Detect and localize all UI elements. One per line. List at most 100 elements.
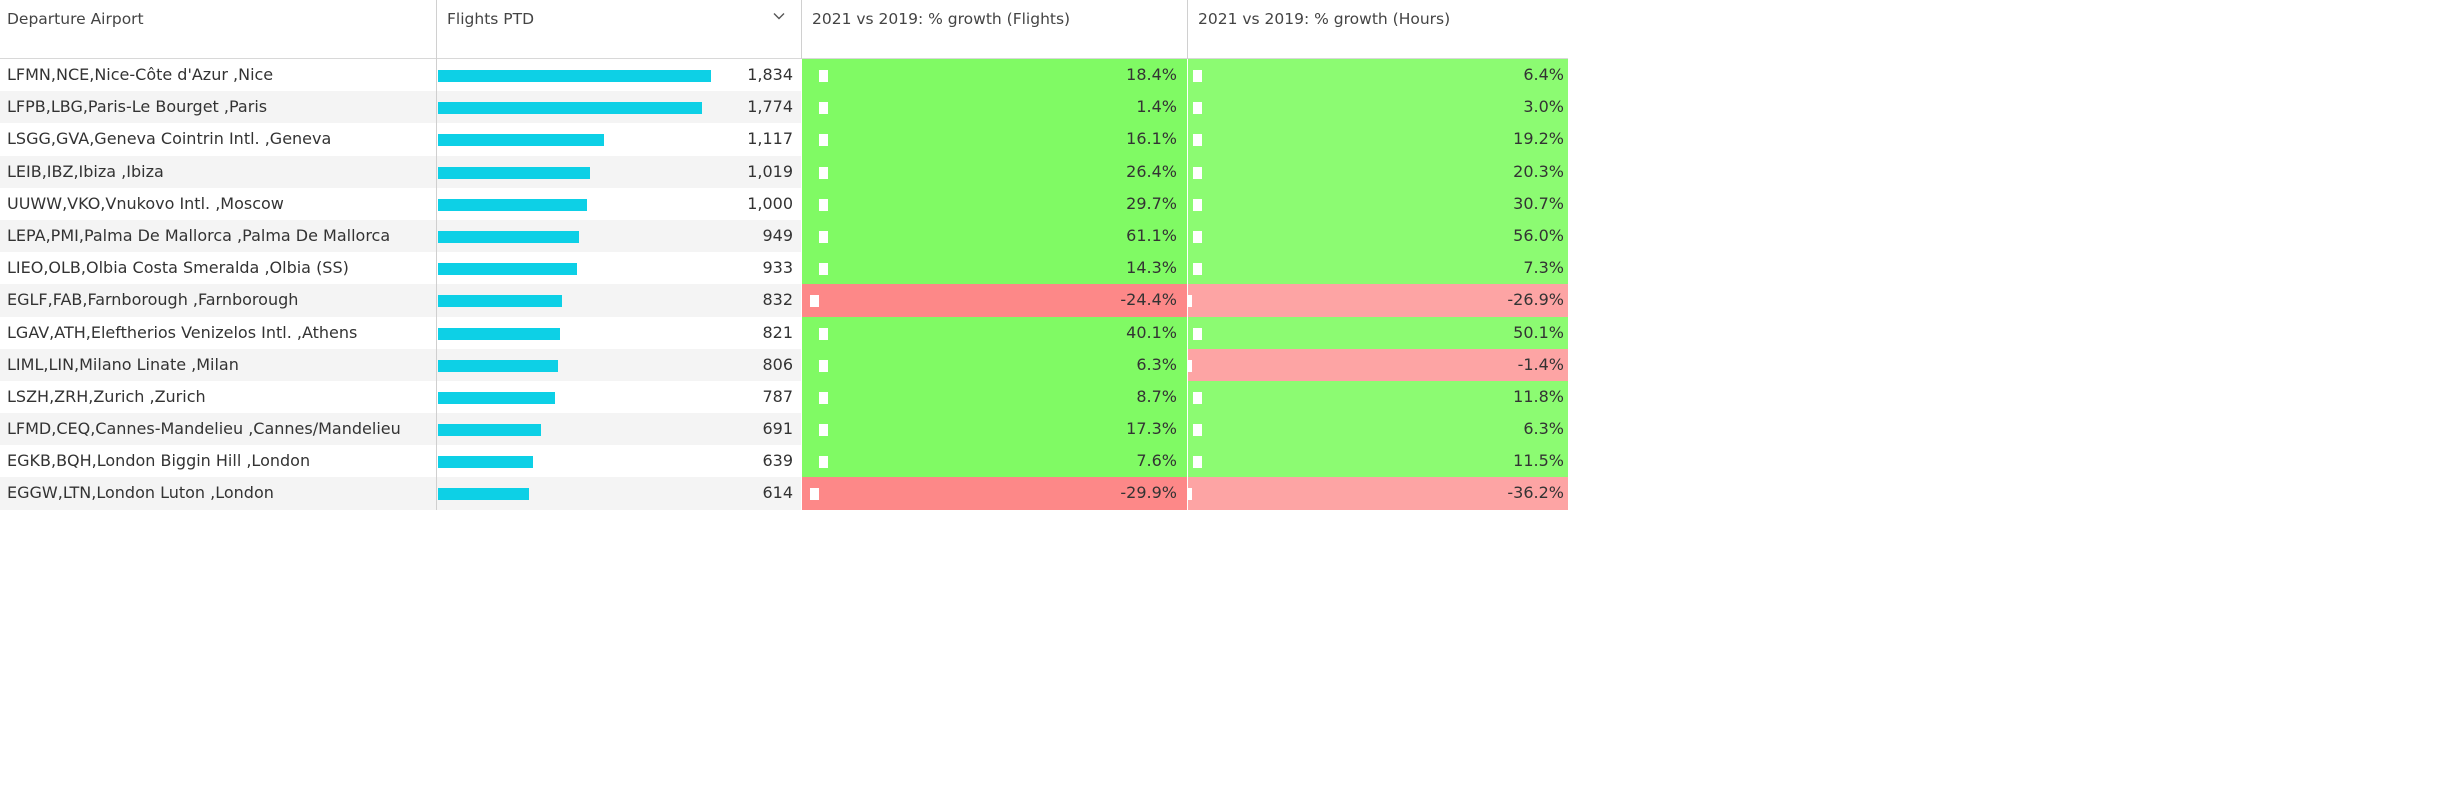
column-header-label: 2021 vs 2019: % growth (Flights) bbox=[812, 10, 1071, 28]
flights-bar bbox=[438, 198, 587, 211]
growth-flights-cell: 40.1% bbox=[801, 316, 1187, 349]
growth-flights-value: 6.3% bbox=[1136, 354, 1177, 374]
growth-hours-bar bbox=[1193, 424, 1202, 437]
departure-airport-cell: EGKB,BQH,London Biggin Hill ,London bbox=[7, 451, 311, 471]
departure-airport-cell: LEPA,PMI,Palma De Mallorca ,Palma De Mal… bbox=[0, 219, 436, 253]
table-row[interactable]: EGLF,FAB,Farnborough ,Farnborough 832 -24.… bbox=[0, 284, 1568, 317]
flights-value: 1,019 bbox=[747, 161, 793, 181]
column-header-growth-flights[interactable]: 2021 vs 2019: % growth (Flights) bbox=[801, 0, 1187, 59]
growth-hours-cell: 11.8% bbox=[1187, 380, 1568, 414]
growth-hours-value: 20.3% bbox=[1513, 161, 1564, 181]
growth-flights-value: 17.3% bbox=[1126, 419, 1177, 439]
growth-hours-cell: 56.0% bbox=[1187, 219, 1568, 253]
departure-airport-cell: LFMD,CEQ,Cannes-Mandelieu ,Cannes/Mandel… bbox=[0, 413, 436, 446]
table-row[interactable]: LIML,LIN,Milano Linate ,Milan 806 6.3% -1.4… bbox=[0, 348, 1568, 381]
growth-flights-bar bbox=[819, 134, 828, 147]
flights-bar-track bbox=[438, 359, 728, 372]
growth-hours-value: -26.9% bbox=[1507, 290, 1564, 310]
column-header-label: 2021 vs 2019: % growth (Hours) bbox=[1198, 10, 1451, 28]
growth-hours-bar bbox=[1193, 102, 1202, 115]
table-row[interactable]: LEPA,PMI,Palma De Mallorca ,Palma De Mal… bbox=[0, 219, 1568, 253]
flights-bar-track bbox=[438, 198, 728, 211]
table-row[interactable]: LGAV,ATH,Eleftherios Venizelos Intl. ,At… bbox=[0, 316, 1568, 349]
table-row[interactable]: LIEO,OLB,Olbia Costa Smeralda ,Olbia (SS… bbox=[0, 252, 1568, 285]
flights-ptd-cell: 1,019 bbox=[436, 155, 801, 188]
growth-hours-bar bbox=[1193, 198, 1202, 211]
flights-bar-track bbox=[438, 263, 728, 276]
growth-hours-value: 11.8% bbox=[1513, 386, 1564, 406]
growth-hours-value: 50.1% bbox=[1513, 322, 1564, 342]
growth-hours-bar bbox=[1193, 166, 1202, 179]
table-row[interactable]: EGKB,BQH,London Biggin Hill ,London 639 7.… bbox=[0, 445, 1568, 478]
table-row[interactable]: LFMD,CEQ,Cannes-Mandelieu ,Cannes/Mandel… bbox=[0, 413, 1568, 446]
table-row[interactable]: EGGW,LTN,London Luton ,London 614 -29.9% -3… bbox=[0, 477, 1568, 510]
departure-airport-cell: LIEO,OLB,Olbia Costa Smeralda ,Olbia (SS… bbox=[7, 258, 349, 278]
growth-hours-cell: 50.1% bbox=[1187, 316, 1568, 349]
column-header-departure-airport[interactable]: Departure Airport bbox=[0, 0, 436, 59]
growth-flights-bar bbox=[819, 230, 828, 243]
growth-hours-value: 56.0% bbox=[1513, 225, 1564, 245]
departure-airport-cell: LIML,LIN,Milano Linate ,Milan bbox=[0, 348, 436, 381]
flights-bar bbox=[438, 359, 558, 372]
growth-flights-cell: 8.7% bbox=[801, 380, 1187, 414]
flights-bar-track bbox=[438, 424, 728, 437]
table-row[interactable]: LFMN,NCE,Nice-Côte d'Azur ,Nice 1,834 18.4… bbox=[0, 59, 1568, 92]
growth-hours-value: -1.4% bbox=[1517, 354, 1564, 374]
growth-hours-value: 11.5% bbox=[1513, 451, 1564, 471]
column-header-flights-ptd[interactable]: Flights PTD bbox=[436, 0, 801, 59]
growth-hours-bar bbox=[1188, 488, 1192, 501]
growth-flights-value: 8.7% bbox=[1136, 386, 1177, 406]
growth-flights-value: 29.7% bbox=[1126, 193, 1177, 213]
flights-bar bbox=[438, 488, 530, 501]
flights-value: 933 bbox=[762, 258, 793, 278]
growth-hours-bar bbox=[1193, 327, 1202, 340]
growth-flights-cell: -24.4% bbox=[801, 284, 1187, 317]
growth-flights-cell: 26.4% bbox=[801, 155, 1187, 188]
table-row[interactable]: LEIB,IBZ,Ibiza ,Ibiza 1,019 26.4% 20.3% bbox=[0, 155, 1568, 188]
table-row[interactable]: LSZH,ZRH,Zurich ,Zurich 787 8.7% 11.8% bbox=[0, 380, 1568, 414]
table-row[interactable]: UUWW,VKO,Vnukovo Intl. ,Moscow 1,000 29.7%… bbox=[0, 187, 1568, 220]
growth-flights-bar bbox=[819, 263, 828, 276]
growth-hours-value: 3.0% bbox=[1523, 97, 1564, 117]
flights-bar bbox=[438, 263, 577, 276]
growth-flights-cell: 6.3% bbox=[801, 348, 1187, 381]
departure-airport-cell: EGLF,FAB,Farnborough ,Farnborough bbox=[0, 284, 436, 317]
flights-ptd-cell: 787 bbox=[436, 380, 801, 414]
departure-airport-cell: EGGW,LTN,London Luton ,London bbox=[0, 477, 436, 510]
flights-bar-track bbox=[438, 391, 728, 404]
flights-bar bbox=[438, 70, 711, 82]
table-header: Departure Airport Flights PTD 2021 vs 20… bbox=[0, 0, 1568, 59]
growth-flights-value: 16.1% bbox=[1126, 129, 1177, 149]
growth-flights-bar bbox=[819, 166, 828, 179]
growth-hours-bar bbox=[1193, 230, 1202, 243]
flights-ptd-cell: 691 bbox=[436, 413, 801, 446]
growth-flights-bar bbox=[810, 488, 819, 501]
table-row[interactable]: LFPB,LBG,Paris-Le Bourget ,Paris 1,774 1.4… bbox=[0, 91, 1568, 124]
departure-airport-cell: LFMN,NCE,Nice-Côte d'Azur ,Nice bbox=[7, 65, 274, 84]
growth-hours-cell: -1.4% bbox=[1187, 348, 1568, 381]
flights-value: 949 bbox=[762, 225, 793, 245]
flights-bar-track bbox=[438, 327, 728, 340]
departure-airport-cell: LSZH,ZRH,Zurich ,Zurich bbox=[7, 386, 206, 406]
growth-flights-cell: 17.3% bbox=[801, 413, 1187, 446]
growth-flights-bar bbox=[819, 359, 828, 372]
column-header-growth-hours[interactable]: 2021 vs 2019: % growth (Hours) bbox=[1187, 0, 1568, 59]
growth-flights-bar bbox=[810, 295, 819, 308]
flights-value: 821 bbox=[762, 322, 793, 342]
growth-hours-bar bbox=[1188, 295, 1192, 308]
growth-hours-cell: 6.3% bbox=[1187, 413, 1568, 446]
growth-flights-value: 40.1% bbox=[1126, 322, 1177, 342]
growth-hours-value: 30.7% bbox=[1513, 193, 1564, 213]
flights-ptd-cell: 933 bbox=[436, 252, 801, 285]
departure-airport-cell: UUWW,VKO,Vnukovo Intl. ,Moscow bbox=[7, 193, 284, 213]
chevron-down-icon[interactable] bbox=[771, 8, 787, 24]
flights-ptd-cell: 821 bbox=[436, 316, 801, 349]
flights-value: 1,117 bbox=[747, 129, 793, 149]
flights-bar bbox=[438, 134, 605, 147]
growth-flights-cell: 7.6% bbox=[801, 445, 1187, 478]
flights-bar bbox=[438, 166, 590, 179]
flights-bar bbox=[438, 327, 561, 340]
table-row[interactable]: LSGG,GVA,Geneva Cointrin Intl. ,Geneva 1,… bbox=[0, 123, 1568, 156]
flights-value: 832 bbox=[762, 290, 793, 310]
growth-flights-value: -29.9% bbox=[1120, 483, 1177, 503]
